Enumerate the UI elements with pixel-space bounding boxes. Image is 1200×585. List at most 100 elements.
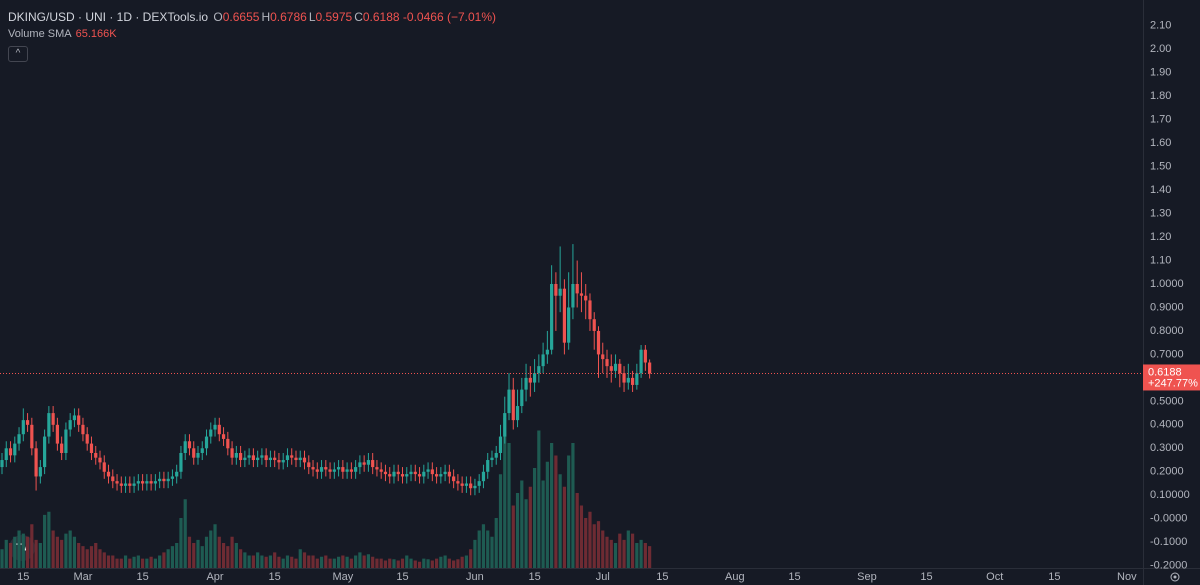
candle-body xyxy=(592,319,596,331)
candle-body xyxy=(332,469,336,472)
volume-bar xyxy=(200,546,204,568)
candle-body xyxy=(532,373,537,383)
volume-bar xyxy=(302,552,307,568)
volume-bar xyxy=(550,443,554,568)
candle-body xyxy=(460,483,464,486)
y-tick-label: 0.7000 xyxy=(1150,348,1184,360)
candle-body xyxy=(243,457,247,461)
candle-body xyxy=(89,443,94,453)
volume-bar xyxy=(417,561,422,568)
volume-bar xyxy=(545,461,549,568)
x-tick-label: Jul xyxy=(596,571,610,583)
volume-bar xyxy=(494,518,498,568)
volume-bar xyxy=(473,539,477,568)
volume-bar xyxy=(187,536,192,568)
volume-bar xyxy=(256,552,260,568)
candle-body xyxy=(430,469,434,475)
settings-icon[interactable] xyxy=(1170,572,1180,582)
volume-bar xyxy=(264,556,268,568)
candle-body xyxy=(579,293,584,296)
candle-body xyxy=(8,448,13,456)
collapse-button[interactable]: ^ xyxy=(8,46,28,62)
volume-bar xyxy=(307,555,311,568)
candle-body xyxy=(639,349,643,374)
volume-bar xyxy=(588,511,592,568)
ohlc-value: 0.6188 xyxy=(362,10,400,24)
candle-body xyxy=(123,483,128,486)
volume-bar xyxy=(89,546,94,568)
candle-body xyxy=(596,330,601,355)
candle-body xyxy=(558,288,562,296)
candle-body xyxy=(464,483,469,486)
volume-bar xyxy=(298,549,302,568)
volume-bar xyxy=(77,543,81,568)
volume-bar xyxy=(579,505,584,568)
candle-body xyxy=(60,443,64,453)
volume-bar xyxy=(507,443,511,568)
symbol: DKING/USD · UNI · 1D · DEXTools.io xyxy=(8,10,209,24)
volume-bar xyxy=(68,530,72,568)
candle-body xyxy=(298,457,302,461)
volume-bar xyxy=(196,539,200,568)
volume-bar xyxy=(477,530,481,568)
volume-bar xyxy=(562,486,567,568)
volume-bar xyxy=(426,559,430,568)
volume-bar xyxy=(345,556,349,568)
volume-bar xyxy=(179,518,183,568)
volume-bar xyxy=(328,558,332,568)
x-tick-label: 15 xyxy=(1048,571,1060,583)
volume-bar xyxy=(635,543,639,568)
volume-bar xyxy=(383,560,388,568)
candle-body xyxy=(417,474,422,477)
volume-bar xyxy=(17,530,21,568)
volume-bar xyxy=(43,514,47,568)
candle-body xyxy=(302,457,307,463)
volume-bar xyxy=(136,555,140,568)
volume-bar xyxy=(243,552,247,568)
volume-bar xyxy=(596,521,601,568)
volume-bar xyxy=(230,536,234,568)
x-tick-label: Apr xyxy=(206,571,223,583)
y-tick-label: 1.40 xyxy=(1150,184,1171,196)
candle-body xyxy=(375,467,379,470)
volume-bar xyxy=(260,555,264,568)
y-tick-label: 0.9000 xyxy=(1150,301,1184,313)
candle-body xyxy=(379,469,383,472)
candle-body xyxy=(473,485,477,489)
volume-bar xyxy=(592,524,596,568)
candle-body xyxy=(47,413,51,437)
volume-bar xyxy=(132,556,136,568)
candle-body xyxy=(230,448,234,458)
candle-body xyxy=(422,471,426,477)
volume-bar xyxy=(362,555,366,568)
candle-body xyxy=(192,448,196,458)
volume-bar xyxy=(149,556,153,568)
candle-body xyxy=(277,460,281,463)
volume-bar xyxy=(481,524,486,568)
candle-body xyxy=(567,307,571,343)
candle-body xyxy=(392,471,396,477)
candle-body xyxy=(452,476,456,482)
candle-body xyxy=(584,295,588,301)
volume-bar xyxy=(30,524,34,568)
volume-bar xyxy=(158,555,162,568)
volume-bar xyxy=(430,560,434,568)
candle-body xyxy=(141,481,145,484)
volume-bar xyxy=(281,558,285,568)
volume-bar xyxy=(273,552,277,568)
candle-body xyxy=(336,467,341,470)
candle-body xyxy=(354,467,358,472)
volume-bar xyxy=(234,543,238,568)
candle-body xyxy=(102,462,106,472)
candle-body xyxy=(115,481,119,484)
volume-bar xyxy=(456,559,460,568)
candle-body xyxy=(217,424,221,435)
volume-bar xyxy=(175,543,179,568)
candle-body xyxy=(213,424,217,430)
volume-bar xyxy=(47,511,51,568)
volume-bar xyxy=(13,536,17,568)
x-tick-label: May xyxy=(332,571,353,583)
candle-body xyxy=(179,452,183,472)
